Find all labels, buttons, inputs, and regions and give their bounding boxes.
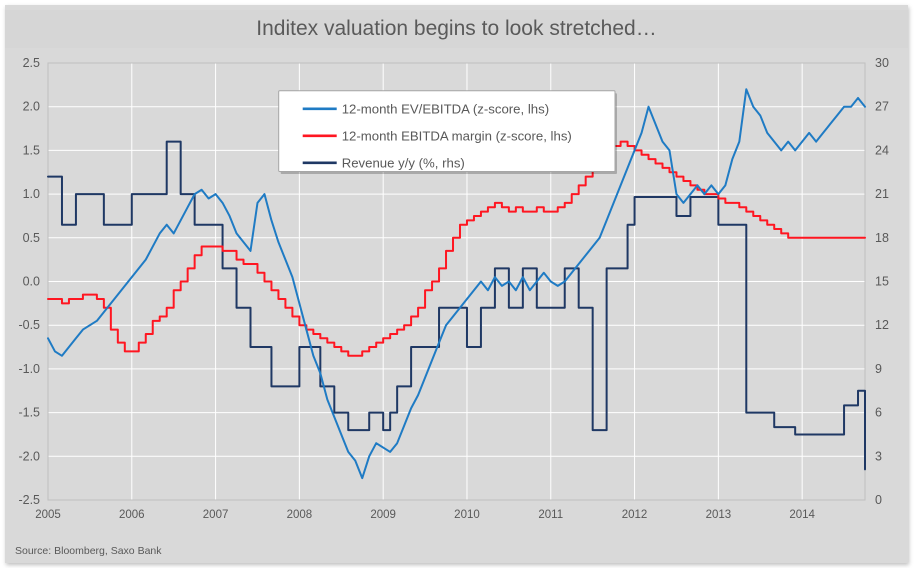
svg-text:2006: 2006 xyxy=(119,509,145,521)
svg-text:27: 27 xyxy=(875,100,889,114)
svg-text:2010: 2010 xyxy=(454,509,480,521)
svg-text:2014: 2014 xyxy=(789,509,815,521)
svg-text:2008: 2008 xyxy=(287,509,313,521)
svg-text:18: 18 xyxy=(875,231,889,245)
svg-text:24: 24 xyxy=(875,143,889,157)
svg-text:2012: 2012 xyxy=(622,509,648,521)
svg-text:3: 3 xyxy=(875,449,882,463)
svg-text:2013: 2013 xyxy=(706,509,732,521)
svg-text:0: 0 xyxy=(875,493,882,507)
svg-text:1.5: 1.5 xyxy=(23,143,40,157)
svg-text:2.0: 2.0 xyxy=(23,100,40,114)
svg-text:0.0: 0.0 xyxy=(23,275,40,289)
svg-text:15: 15 xyxy=(875,275,889,289)
svg-text:0.5: 0.5 xyxy=(23,231,40,245)
svg-text:2007: 2007 xyxy=(203,509,229,521)
svg-text:30: 30 xyxy=(875,56,889,70)
svg-text:12-month EBITDA margin (z-scor: 12-month EBITDA margin (z-score, lhs) xyxy=(342,129,572,144)
svg-text:9: 9 xyxy=(875,362,882,376)
svg-text:2005: 2005 xyxy=(35,509,61,521)
svg-text:12: 12 xyxy=(875,318,889,332)
svg-text:-2.5: -2.5 xyxy=(18,493,40,507)
svg-text:-0.5: -0.5 xyxy=(18,318,40,332)
svg-text:-1.5: -1.5 xyxy=(18,406,40,420)
svg-text:2009: 2009 xyxy=(370,509,396,521)
svg-text:-2.0: -2.0 xyxy=(18,449,40,463)
svg-text:1.0: 1.0 xyxy=(23,187,40,201)
svg-text:12-month EV/EBITDA (z-score, l: 12-month EV/EBITDA (z-score, lhs) xyxy=(342,102,549,117)
svg-text:2011: 2011 xyxy=(538,509,563,521)
svg-text:6: 6 xyxy=(875,406,882,420)
svg-text:21: 21 xyxy=(875,187,889,201)
svg-text:-1.0: -1.0 xyxy=(18,362,40,376)
svg-text:Revenue y/y (%, rhs): Revenue y/y (%, rhs) xyxy=(342,156,465,171)
svg-text:2.5: 2.5 xyxy=(23,56,40,70)
